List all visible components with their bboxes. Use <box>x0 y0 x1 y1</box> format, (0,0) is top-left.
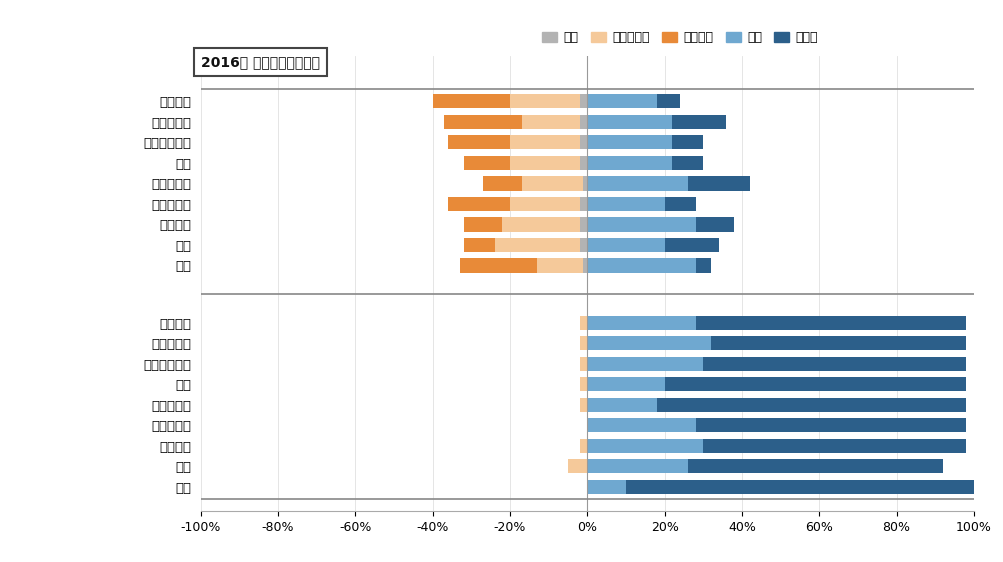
Bar <box>522 176 583 191</box>
Bar <box>587 398 656 412</box>
Bar <box>587 217 695 232</box>
Bar <box>510 156 579 170</box>
Bar <box>587 135 672 149</box>
Bar <box>502 217 579 232</box>
Bar <box>626 479 973 494</box>
Bar <box>664 197 695 211</box>
Bar <box>587 479 626 494</box>
Bar <box>587 258 695 273</box>
Bar <box>587 176 687 191</box>
Bar <box>579 217 587 232</box>
Bar <box>583 258 587 273</box>
Bar <box>587 197 664 211</box>
Bar <box>587 94 656 108</box>
Bar <box>587 316 695 330</box>
Bar <box>587 156 672 170</box>
Bar <box>510 94 579 108</box>
Bar <box>579 94 587 108</box>
Bar <box>579 135 587 149</box>
Bar <box>494 238 579 252</box>
Bar <box>459 258 537 273</box>
Bar <box>568 459 587 473</box>
Bar <box>587 459 687 473</box>
Bar <box>579 156 587 170</box>
Bar <box>587 238 664 252</box>
Bar <box>587 336 710 351</box>
Text: 2016年 春期コース受講者: 2016年 春期コース受講者 <box>201 55 320 69</box>
Bar <box>672 135 702 149</box>
Bar <box>537 258 583 273</box>
Bar <box>463 156 510 170</box>
Bar <box>579 438 587 453</box>
Bar <box>664 238 718 252</box>
Bar <box>656 398 965 412</box>
Bar <box>687 459 942 473</box>
Bar <box>579 238 587 252</box>
Bar <box>587 357 702 371</box>
Bar <box>695 418 965 433</box>
Bar <box>656 94 679 108</box>
Bar <box>579 398 587 412</box>
Bar <box>444 115 522 129</box>
Bar <box>510 135 579 149</box>
Bar <box>432 94 510 108</box>
Bar <box>447 197 510 211</box>
Bar <box>583 176 587 191</box>
Bar <box>672 115 726 129</box>
Bar <box>579 357 587 371</box>
Bar <box>579 316 587 330</box>
Bar <box>579 336 587 351</box>
Bar <box>687 176 749 191</box>
Bar <box>702 438 965 453</box>
Bar <box>579 115 587 129</box>
Bar <box>463 238 494 252</box>
Bar <box>579 197 587 211</box>
Bar <box>710 336 965 351</box>
Legend: 不明, ごくわずか, 全くなし, 多少, かなり: 不明, ごくわずか, 全くなし, 多少, かなり <box>537 26 822 49</box>
Bar <box>695 316 965 330</box>
Bar <box>672 156 702 170</box>
Bar <box>695 258 710 273</box>
Bar <box>463 217 502 232</box>
Bar <box>482 176 522 191</box>
Bar <box>695 217 733 232</box>
Bar <box>447 135 510 149</box>
Bar <box>510 197 579 211</box>
Bar <box>587 418 695 433</box>
Bar <box>587 438 702 453</box>
Bar <box>702 357 965 371</box>
Bar <box>522 115 579 129</box>
Bar <box>587 115 672 129</box>
Bar <box>579 377 587 392</box>
Bar <box>664 377 965 392</box>
Bar <box>587 377 664 392</box>
